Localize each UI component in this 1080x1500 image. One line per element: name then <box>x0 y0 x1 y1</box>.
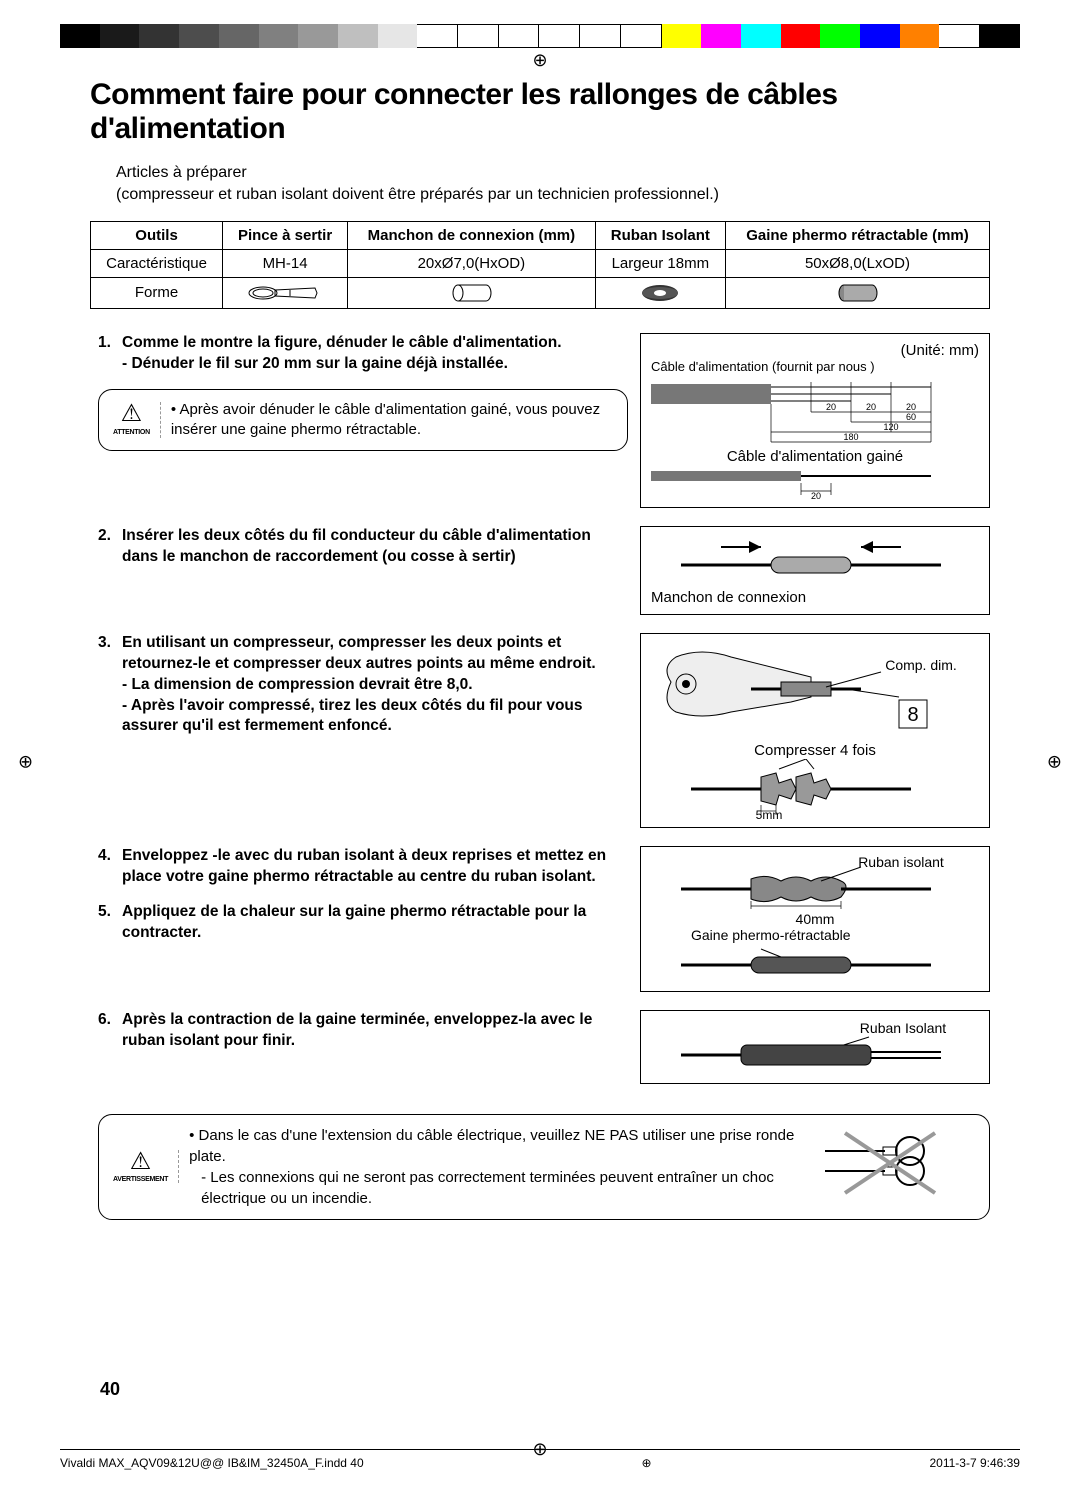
svg-text:20: 20 <box>866 402 876 412</box>
fig2-box: Manchon de connexion <box>640 526 990 615</box>
fig2-label: Manchon de connexion <box>651 589 979 606</box>
step1-sub: - Dénuder le fil sur 20 mm sur la gaine … <box>122 354 628 375</box>
fig1-unit: (Unité: mm) <box>651 342 979 359</box>
td-20x7: 20xØ7,0(HxOD) <box>348 249 596 277</box>
shape-sleeve <box>348 277 596 308</box>
svg-text:Comp. dim.: Comp. dim. <box>885 657 957 673</box>
fig3-box: Comp. dim. 8 Compresser 4 fois <box>640 633 990 828</box>
fig2-svg <box>651 535 971 585</box>
warning-icon-2: ⚠ <box>130 1150 152 1174</box>
fig4-tape-svg: Ruban isolant <box>651 855 971 911</box>
step3-sub2: - Après l'avoir compressé, tirez les deu… <box>122 696 628 738</box>
fig3-crimp-svg: 5mm <box>651 759 971 819</box>
warning-box: ⚠ AVERTISSEMENT • Dans le cas d'une l'ex… <box>98 1114 990 1220</box>
warning-bullet2: - Les connexions qui ne seront pas corre… <box>201 1167 815 1209</box>
warning-icon: ⚠ <box>121 402 143 426</box>
footer-reg: ⊕ <box>642 1456 652 1470</box>
th-ruban: Ruban Isolant <box>595 221 725 249</box>
fig4-box: Ruban isolant 40mm Gaine phermo-rétracta… <box>640 846 990 992</box>
svg-text:Ruban isolant: Ruban isolant <box>858 855 944 870</box>
svg-text:5mm: 5mm <box>756 808 783 819</box>
fig1-cable2-svg: 20 <box>651 465 971 499</box>
td-caract: Caractéristique <box>91 249 223 277</box>
reg-mark-right: ⊕ <box>1047 752 1062 773</box>
fig3-pliers-svg: Comp. dim. 8 <box>651 642 971 742</box>
color-calibration-bar <box>60 24 1020 48</box>
step3-sub1: - La dimension de compression devrait êt… <box>122 675 628 696</box>
attention-label: ATTENTION <box>113 428 150 437</box>
step4-text: Enveloppez -le avec du ruban isolant à d… <box>122 846 628 888</box>
step1-title: Comme le montre la figure, dénuder le câ… <box>122 333 562 354</box>
terminal-fig <box>815 1125 975 1209</box>
page-title: Comment faire pour connecter les rallong… <box>90 78 990 146</box>
footer-right: 2011-3-7 9:46:39 <box>929 1456 1020 1470</box>
intro-line-2: (compresseur et ruban isolant doivent êt… <box>116 184 990 206</box>
svg-text:120: 120 <box>883 422 898 432</box>
fig3-compress-label: Compresser 4 fois <box>651 742 979 759</box>
shape-shrink <box>725 277 989 308</box>
svg-text:60: 60 <box>906 412 916 422</box>
step2-text: Insérer les deux côtés du fil conducteur… <box>122 526 628 568</box>
td-forme: Forme <box>91 277 223 308</box>
fig4-40mm: 40mm <box>651 911 979 927</box>
th-manchon: Manchon de connexion (mm) <box>348 221 596 249</box>
svg-text:20: 20 <box>811 491 821 499</box>
attention-box: ⚠ ATTENTION • Après avoir dénuder le câb… <box>98 389 628 452</box>
warning-label: AVERTISSEMENT <box>113 1176 168 1183</box>
fig4-shrink-label: Gaine phermo-rétractable <box>691 927 979 943</box>
td-18mm: Largeur 18mm <box>595 249 725 277</box>
step6-text: Après la contraction de la gaine terminé… <box>122 1010 628 1052</box>
attention-text: Après avoir dénuder le câble d'alimentat… <box>171 401 600 438</box>
svg-text:Ruban Isolant: Ruban Isolant <box>860 1020 947 1036</box>
th-pince: Pince à sertir <box>223 221 348 249</box>
fig1-box: (Unité: mm) Câble d'alimentation (fourni… <box>640 333 990 508</box>
page-number: 40 <box>100 1379 120 1400</box>
footer-left: Vivaldi MAX_AQV09&12U@@ IB&IM_32450A_F.i… <box>60 1456 364 1470</box>
reg-mark-left: ⊕ <box>18 752 33 773</box>
footer: Vivaldi MAX_AQV09&12U@@ IB&IM_32450A_F.i… <box>60 1449 1020 1470</box>
fig5-box: Ruban Isolant <box>640 1010 990 1084</box>
td-mh14: MH-14 <box>223 249 348 277</box>
td-50x8: 50xØ8,0(LxOD) <box>725 249 989 277</box>
th-gaine: Gaine phermo rétractable (mm) <box>725 221 989 249</box>
step3-title: En utilisant un compresseur, compresser … <box>122 633 628 675</box>
reg-mark-top: ⊕ <box>532 50 547 71</box>
fig5-svg: Ruban Isolant <box>651 1019 971 1075</box>
warning-bullet1: Dans le cas d'une l'extension du câble é… <box>189 1127 794 1165</box>
fig1-cable-svg: 20 20 20 60 120 180 <box>651 374 971 444</box>
th-outils: Outils <box>91 221 223 249</box>
svg-text:8: 8 <box>907 704 918 726</box>
intro-line-1: Articles à préparer <box>116 162 990 184</box>
step5-text: Appliquez de la chaleur sur la gaine phe… <box>122 902 628 944</box>
svg-text:20: 20 <box>906 402 916 412</box>
tools-table: Outils Pince à sertir Manchon de connexi… <box>90 221 990 309</box>
fig1-label2: Câble d'alimentation gainé <box>651 448 979 465</box>
fig1-label1: Câble d'alimentation (fournit par nous ) <box>651 359 979 374</box>
svg-text:180: 180 <box>843 432 858 442</box>
fig4-shrink-svg <box>651 943 971 983</box>
shape-tape <box>595 277 725 308</box>
shape-pliers <box>223 277 348 308</box>
svg-text:20: 20 <box>826 402 836 412</box>
